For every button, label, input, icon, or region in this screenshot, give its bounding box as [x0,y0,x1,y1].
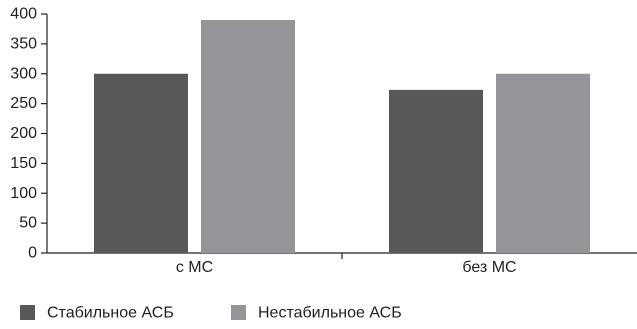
bar-stable-0 [94,73,188,253]
y-tick-label: 150 [10,155,37,172]
y-tick-label: 350 [10,35,37,52]
y-tick-label: 400 [10,6,37,23]
y-tick-label: 100 [10,185,37,202]
y-tick-label: 50 [19,215,37,232]
bar-stable-1 [389,89,483,253]
legend-swatch [20,305,35,320]
y-tick-label: 300 [10,65,37,82]
legend-label: Стабильное АСБ [47,305,174,322]
y-tick-label: 200 [10,125,37,142]
legend-swatch [231,305,246,320]
legend: Стабильное АСБ Нестабильное АСБ [20,305,402,322]
bar-unstable-0 [201,19,295,253]
x-axis: с МС без МС [47,252,637,276]
y-tick-label: 250 [10,95,37,112]
x-category-label: с МС [176,259,213,276]
bar-unstable-1 [496,73,590,253]
y-axis: 0 50 100 150 200 250 300 350 400 [10,6,48,262]
legend-label: Нестабильное АСБ [258,305,402,322]
x-category-label: без МС [462,259,516,276]
bars [94,19,590,253]
y-tick-label: 0 [28,245,37,262]
